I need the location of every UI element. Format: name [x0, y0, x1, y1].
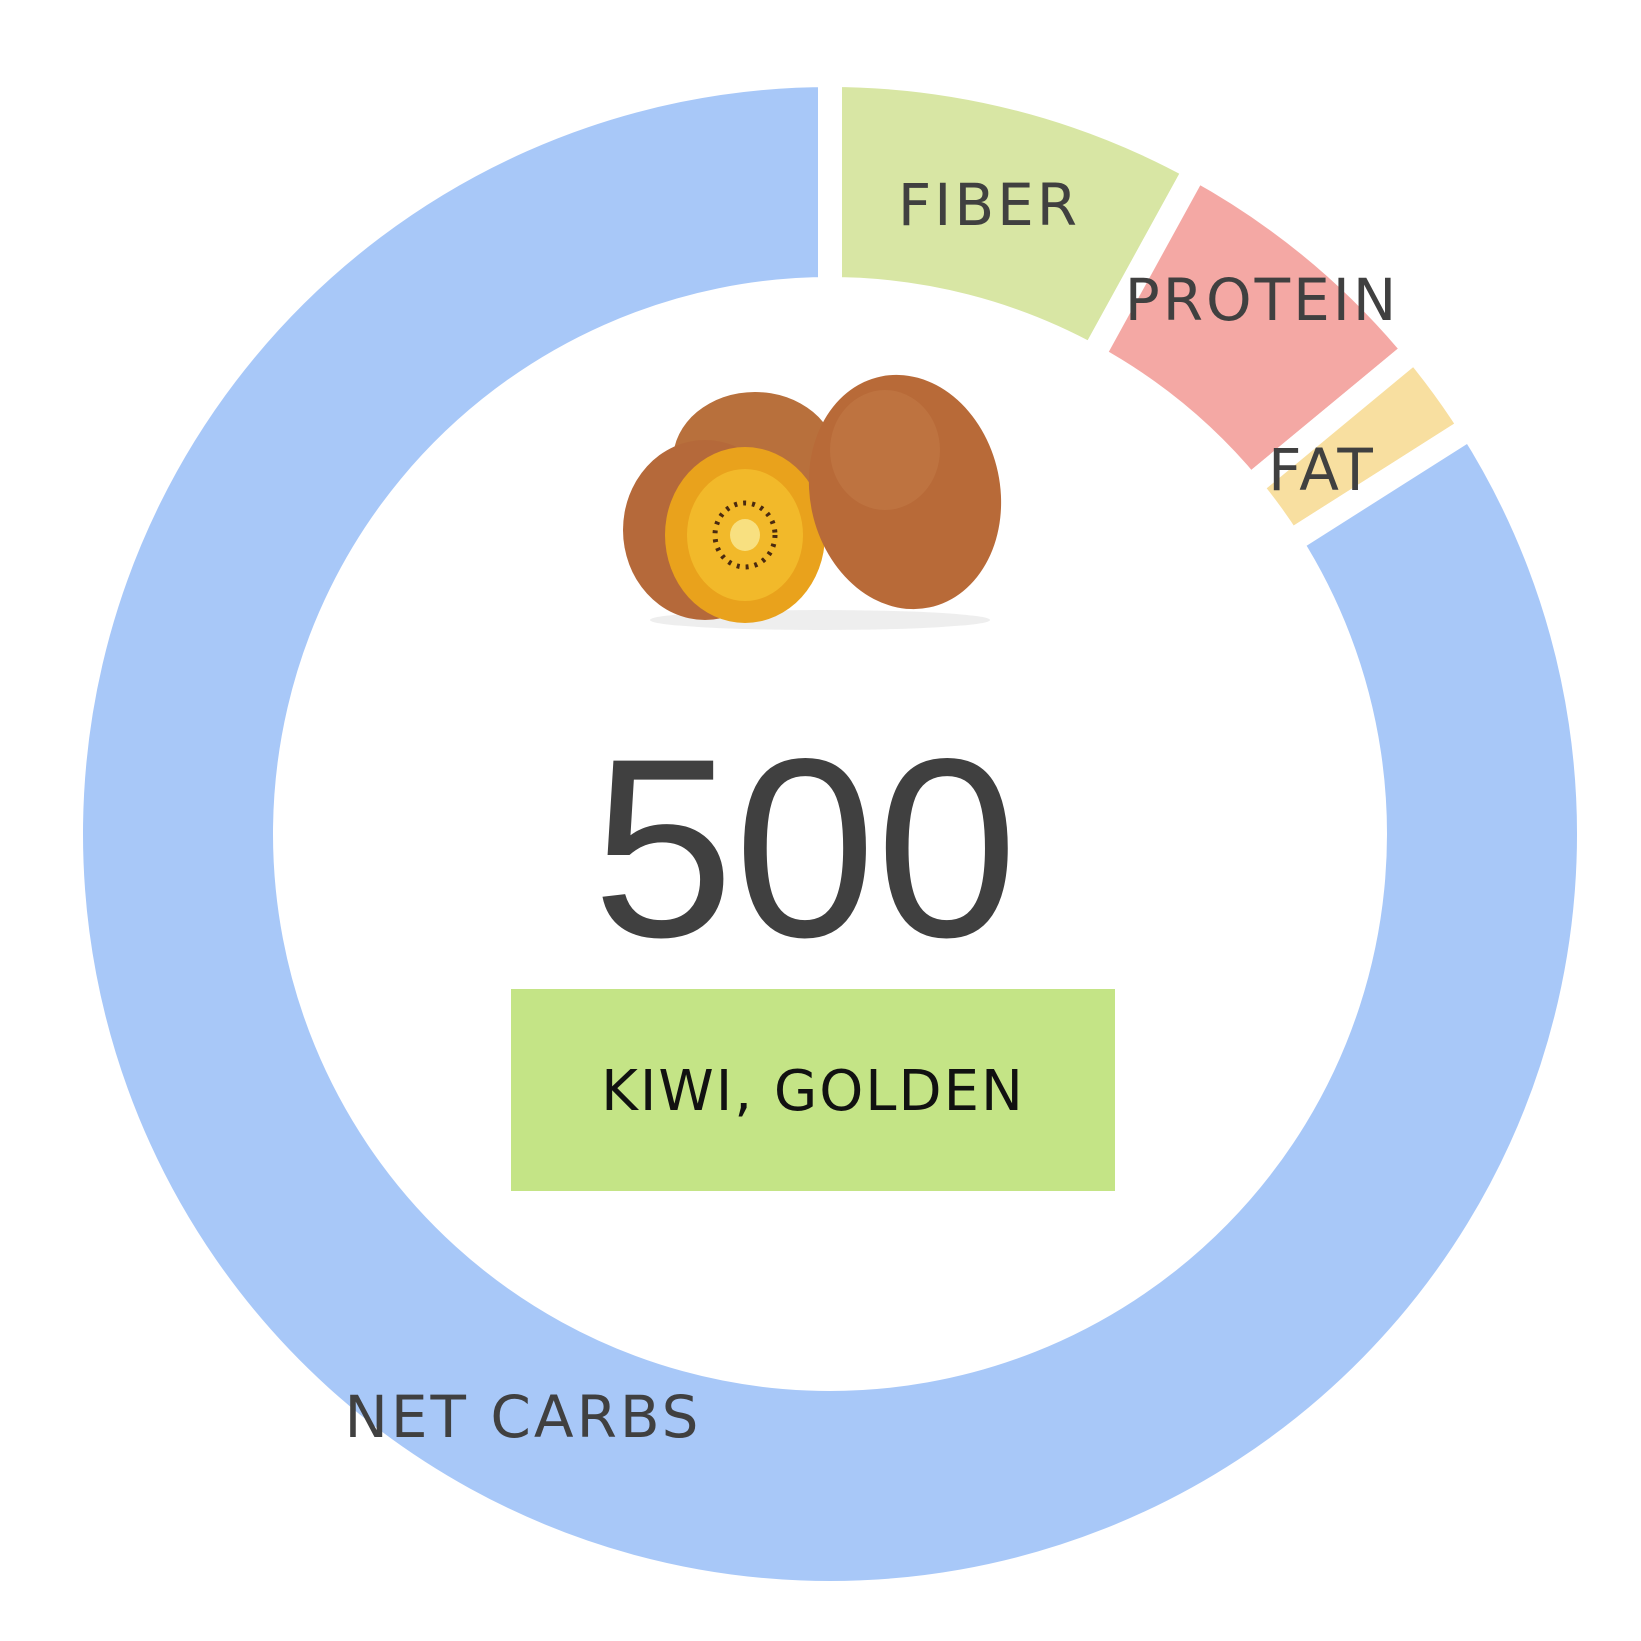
slices [58, 62, 1601, 1605]
food-name-box [511, 989, 1115, 1191]
food-name: KIWI, GOLDEN [601, 1059, 1025, 1124]
slice-net-carbs [58, 62, 1601, 1605]
label-fat: FAT [1268, 436, 1376, 504]
center-value: 500 [592, 706, 1017, 991]
label-fiber: FIBER [898, 171, 1080, 239]
label-net-carbs: NET CARBS [345, 1383, 702, 1451]
label-protein: PROTEIN [1125, 266, 1400, 334]
kiwi-image [623, 374, 1002, 630]
